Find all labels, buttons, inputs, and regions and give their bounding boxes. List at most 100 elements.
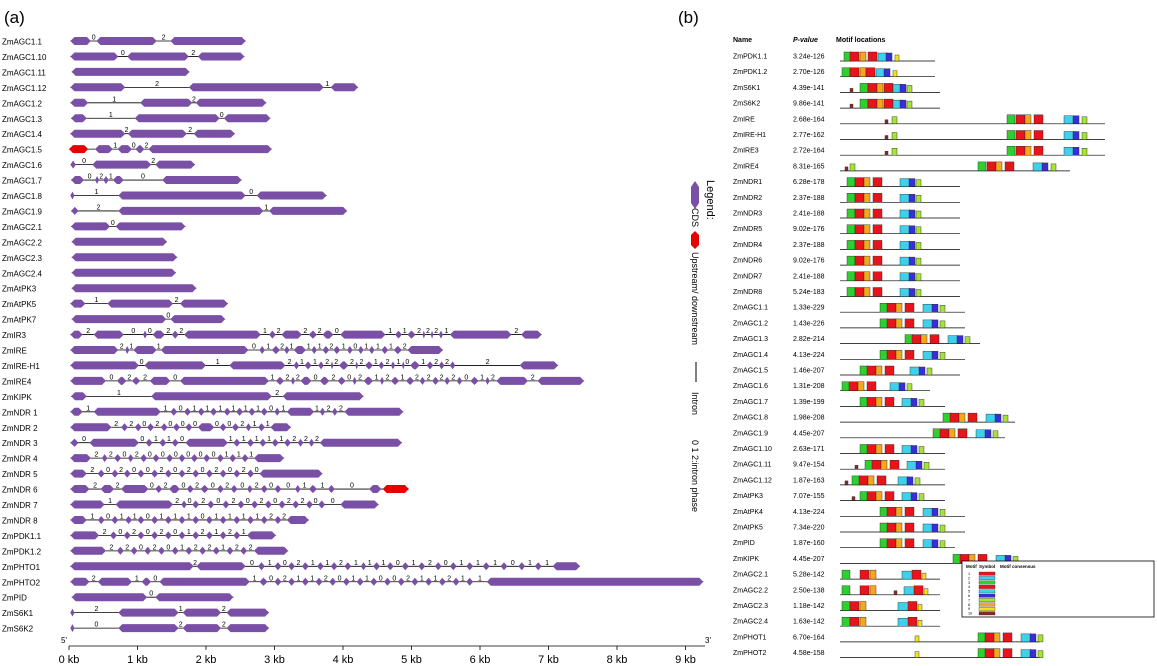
intron-phase-label: 1 [108,498,112,505]
cds-exon [70,500,105,509]
cds-exon [152,330,165,339]
motif-10-box [884,119,889,125]
axis-tick-label: 7 kb [538,654,559,666]
motif-3-box [859,98,869,109]
protein-row: ZmNDR5 9.02e-176 [733,224,960,235]
intron-phase-label: 0 [396,560,400,567]
cds-exon [147,423,154,432]
gene-name: ZmNDR 5 [2,470,38,479]
motif-legend-header-motif: Motif [966,564,977,569]
cds-exon [485,376,490,385]
motif-7-box [939,524,946,533]
axis-tick-label: 0 kb [59,654,80,666]
intron-phase-label: 1 [460,560,464,567]
gene-row: ZmIR3 2 0 0 2 2 1 2 2 2 0 1 1 2 2 2 1 2 [2,328,542,340]
cds-exon [70,469,87,478]
intron-phase-label: 0 [121,50,125,57]
intron-phase-label: 2 [155,421,159,428]
cds-exon [71,284,197,293]
protein-pvalue: 1.18e-142 [793,603,825,610]
motif-8-box [869,569,877,580]
protein-row: ZmNDR4 2.37e-188 [733,240,960,250]
intron-phase-label: 0 [166,544,170,551]
cds-exon [118,608,179,617]
intron-phase-label: 0 [201,513,205,520]
cds-exon [340,330,386,339]
intron-phase-label: 0 [150,483,154,490]
intron-phase-label: 1 [218,405,222,412]
cds-exon [125,516,132,524]
intron-phase-label: 1 [354,560,358,567]
motif-4-box [867,51,878,62]
motif-1-box [984,632,995,643]
motif-3-box [879,350,889,360]
intron-phase-label: 2 [315,436,319,443]
protein-pvalue: 4.58e-158 [793,650,825,657]
gene-name: ZmAGC2.2 [2,238,43,247]
panel-a-label: (a) [4,8,25,27]
cds-exon [155,160,195,169]
intron-phase-label: 2 [451,374,455,381]
intron-phase-label: 2 [334,359,338,366]
motif-panel: ZmPDK1.1 3.24e-126 ZmPDK1.2 2.70e-126 ZmS6K1… [733,51,1105,658]
motif-8-box [875,444,883,454]
intron-phase-label: 2 [296,374,300,381]
cds-exon [390,376,400,385]
motif-6-box [885,52,893,62]
protein-row: ZmAGC1.4 4.13e-224 [733,350,965,360]
cds-exon [219,423,227,432]
intron-phase-label: 2 [292,436,296,443]
cds-exon [438,361,445,370]
cds-exon [500,562,508,571]
motif-3-box [841,601,851,611]
motif-legend-header-consensus: Motif consensus [1000,564,1036,569]
cds-exon [123,469,131,478]
cds-exon [395,330,402,339]
intron-phase-label: 0 [255,467,259,474]
cds-exon [438,330,443,339]
motif-6-box [931,319,939,329]
cds-exon [260,407,268,416]
intron-phase-label: 0 [174,452,178,459]
motif-7-box [918,399,925,407]
cds-exon [271,438,279,447]
cds-exon [271,346,280,354]
cds-exon [97,577,132,586]
cds-exon [422,330,426,339]
cds-exon [159,577,250,586]
intron-phase-label: 2 [282,513,286,520]
cds-exon [70,83,126,92]
motif-5-box [1020,649,1032,658]
intron-phase-label: 0 [201,467,205,474]
intron-phase-label: 2 [329,344,333,351]
intron-phase-label: 0 [216,498,220,505]
motif-2-box [903,586,916,595]
cds-exon [159,438,167,447]
motif-6-box [956,335,964,344]
cds-exon [233,438,241,447]
cds-exon [347,346,353,354]
cds-exon [332,407,338,416]
cds-exon [190,454,198,463]
motif-7-box [891,116,898,125]
gene-name: ZmAGC1.2 [2,99,43,108]
cds-exon [319,438,402,447]
cds-exon [284,346,290,354]
cds-exon [97,516,105,524]
motif-9-box [917,604,923,611]
cds-exon [269,330,276,339]
motif-legend-id: 10 [968,612,972,616]
cds-exon [330,562,338,571]
motif-8-box [863,287,871,297]
intron-phase-label: 2 [119,467,123,474]
motif-3-box [904,334,914,344]
intron-phase-label: 2 [288,359,292,366]
intron-phase-label: 2 [194,544,198,551]
cds-exon [70,577,90,586]
cds-exon [170,407,178,416]
cds-exon [151,469,159,478]
motif-6-box [1072,146,1080,156]
axis-tick-label: 4 kb [333,654,354,666]
intron-phase-label: 2 [86,328,90,335]
protein-name: ZmAtPK5 [733,525,763,532]
